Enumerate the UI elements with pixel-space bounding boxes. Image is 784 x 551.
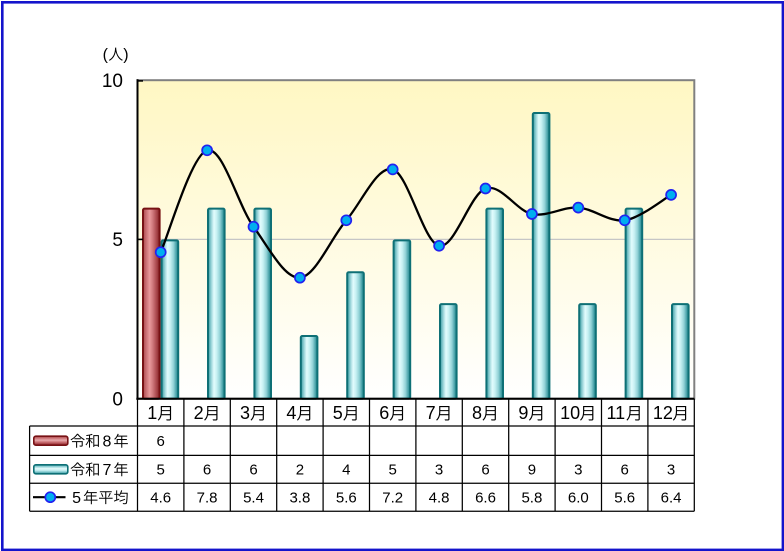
svg-text:(: ( <box>103 47 109 64</box>
svg-text:7.2: 7.2 <box>382 490 403 507</box>
svg-text:4: 4 <box>342 462 350 479</box>
svg-text:7: 7 <box>103 462 112 479</box>
svg-text:9: 9 <box>528 462 536 479</box>
svg-text:12: 12 <box>653 403 673 423</box>
svg-text:10: 10 <box>560 403 580 423</box>
svg-text:2: 2 <box>296 462 304 479</box>
svg-text:6.6: 6.6 <box>475 490 496 507</box>
svg-text:7.8: 7.8 <box>197 490 218 507</box>
svg-text:5: 5 <box>157 462 165 479</box>
svg-text:5.6: 5.6 <box>336 490 357 507</box>
svg-text:3: 3 <box>435 462 443 479</box>
svg-text:6: 6 <box>203 462 211 479</box>
svg-text:7: 7 <box>426 403 436 423</box>
svg-text:6: 6 <box>621 462 629 479</box>
svg-text:4.8: 4.8 <box>429 490 450 507</box>
svg-text:4: 4 <box>286 403 296 423</box>
svg-text:5: 5 <box>72 490 81 507</box>
svg-text:5.6: 5.6 <box>614 490 635 507</box>
svg-text:6: 6 <box>249 462 257 479</box>
svg-text:8: 8 <box>103 433 112 450</box>
svg-text:5.4: 5.4 <box>243 490 264 507</box>
svg-text:6.4: 6.4 <box>661 490 682 507</box>
svg-text:5: 5 <box>112 230 123 251</box>
svg-text:9: 9 <box>518 403 528 423</box>
svg-text:8: 8 <box>472 403 482 423</box>
svg-text:11: 11 <box>607 403 626 423</box>
svg-text:10: 10 <box>102 71 123 92</box>
svg-text:5: 5 <box>389 462 397 479</box>
svg-text:5: 5 <box>333 403 343 423</box>
svg-text:5.8: 5.8 <box>521 490 542 507</box>
svg-text:): ) <box>123 47 128 64</box>
svg-text:3: 3 <box>574 462 582 479</box>
svg-text:4.6: 4.6 <box>150 490 171 507</box>
svg-text:6: 6 <box>157 433 165 450</box>
svg-text:6: 6 <box>379 403 389 423</box>
svg-text:6: 6 <box>481 462 489 479</box>
svg-text:6.0: 6.0 <box>568 490 589 507</box>
svg-text:2: 2 <box>194 403 204 423</box>
svg-text:0: 0 <box>112 389 123 410</box>
svg-text:3: 3 <box>240 403 250 423</box>
svg-text:3.8: 3.8 <box>289 490 310 507</box>
svg-text:3: 3 <box>667 462 675 479</box>
svg-text:1: 1 <box>147 403 157 423</box>
